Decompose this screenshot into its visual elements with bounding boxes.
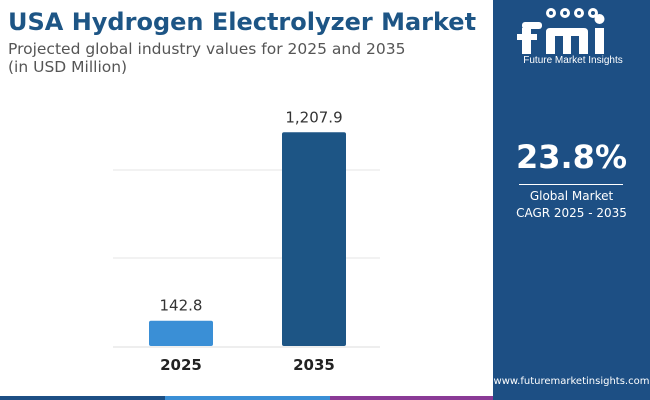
footer-stripe-4	[493, 396, 650, 400]
subtitle-line-1: Projected global industry values for 202…	[8, 40, 406, 58]
cagr-value: 23.8%	[515, 138, 627, 176]
fmi-logo-icon	[517, 8, 605, 54]
x-tick-label-2025: 2025	[160, 356, 202, 374]
cagr-label: Global Market CAGR 2025 - 2035	[493, 188, 650, 222]
sidebar	[493, 0, 650, 400]
chart-panel: USA Hydrogen Electrolyzer Market Project…	[8, 8, 477, 374]
cagr-label-line-1: Global Market	[529, 189, 614, 203]
bar-chart: 142.8 2025 1,207.9 2035	[113, 108, 380, 374]
bar-2025	[149, 320, 213, 346]
footer-stripe-1	[0, 396, 165, 400]
cagr-divider	[519, 184, 623, 185]
footer-stripe-3	[330, 396, 493, 400]
website-link[interactable]: www.futuremarketinsights.com	[493, 376, 650, 387]
bar-2035	[282, 132, 346, 346]
cagr-label-line-2: CAGR 2025 - 2035	[516, 206, 627, 220]
x-tick-label-2035: 2035	[293, 356, 335, 374]
brand-name: Future Market Insights	[523, 55, 623, 66]
footer-stripe-2	[165, 396, 330, 400]
data-label-2025: 142.8	[160, 297, 203, 315]
subtitle-line-2: (in USD Million)	[8, 58, 128, 76]
chart-title: USA Hydrogen Electrolyzer Market	[8, 8, 477, 36]
data-label-2035: 1,207.9	[285, 108, 342, 126]
chart-subtitle: Projected global industry values for 202…	[8, 40, 405, 76]
